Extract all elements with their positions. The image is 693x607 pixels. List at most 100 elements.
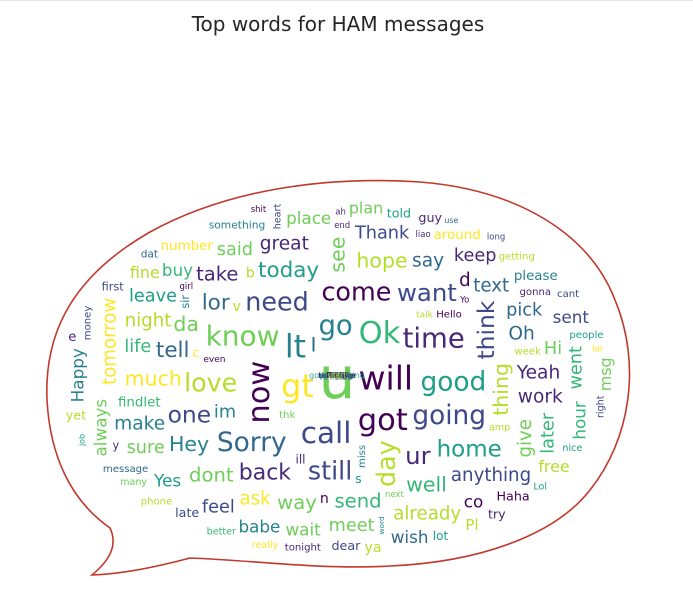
word-around: around: [434, 228, 481, 243]
word-even: even: [203, 355, 225, 365]
word-life: life: [124, 337, 151, 357]
word-yup: Yup: [329, 371, 344, 380]
word-yes: Yes: [153, 471, 181, 491]
word-finish: finish: [326, 371, 348, 380]
word-much: much: [125, 366, 182, 390]
word-heart: heart: [273, 204, 284, 230]
word-got: got: [358, 403, 408, 438]
word-mind: mind: [327, 371, 347, 380]
word-reply: reply: [327, 371, 347, 380]
word-lunch: lunch: [326, 371, 348, 380]
word-co: co: [464, 492, 484, 512]
word-right-now: right now: [318, 371, 356, 380]
word-friend: friend: [325, 371, 348, 380]
word-talk: talk: [416, 311, 434, 321]
word-go: go: [318, 310, 352, 342]
word-dont: dont: [189, 464, 234, 487]
word-think: think: [472, 300, 500, 359]
word-meeting: meeting: [320, 371, 353, 380]
word-later: later: [539, 412, 559, 454]
word-gt: gt: [281, 369, 313, 405]
word-want: want: [397, 278, 457, 307]
word-ill: ill: [295, 452, 305, 466]
word-sleep: sleep: [326, 371, 347, 380]
word-meet: meet: [329, 516, 375, 536]
word-keep: keep: [454, 246, 497, 266]
word-stop: stop: [328, 371, 345, 380]
word-feel: feel: [202, 498, 235, 518]
word-anything: anything: [451, 465, 531, 486]
word-yeah: Yeah: [516, 363, 561, 384]
word-see: see: [325, 237, 349, 273]
word-yet: yet: [66, 408, 86, 423]
chart-title: Top words for HAM messages: [191, 12, 485, 36]
word-back: back: [239, 461, 292, 486]
word-done: done: [327, 371, 347, 380]
word-pick: pick: [506, 301, 543, 321]
word-u: u: [319, 344, 356, 412]
word-shit: shit: [251, 205, 267, 215]
word-call: call: [301, 416, 352, 450]
word-thing: thing: [489, 363, 513, 416]
word-come: come: [321, 276, 391, 306]
word-went: went: [567, 346, 587, 390]
word-number: number: [161, 239, 214, 254]
word-ask: ask: [240, 489, 272, 510]
word-stuff: stuff: [328, 371, 346, 380]
word-said: said: [217, 240, 253, 260]
word-wont: wont: [327, 371, 347, 380]
word-lar: lar: [592, 345, 604, 355]
word-check: check: [325, 371, 349, 380]
word-getting: getting: [499, 251, 535, 262]
word-dear: dear: [331, 538, 361, 553]
word-fine: fine: [130, 263, 160, 282]
word-late: late: [175, 505, 199, 520]
word-anyway: anyway: [322, 371, 353, 380]
word-week: week: [514, 346, 541, 357]
word-people: people: [569, 330, 603, 341]
word-msg: msg: [596, 357, 615, 391]
word-s: s: [355, 471, 361, 486]
word-early: early: [327, 371, 347, 380]
word-thought: thought: [321, 371, 352, 380]
word-nothing: nothing: [322, 371, 353, 380]
word-make: make: [114, 413, 165, 434]
word-oh: Oh: [508, 323, 534, 344]
word-never: never: [326, 371, 350, 380]
word-nice: nice: [562, 443, 582, 454]
word-morning: morning: [320, 371, 353, 380]
word-lor: lor: [202, 291, 230, 316]
word-lol: Lol: [533, 481, 547, 492]
word-ya: ya: [365, 540, 382, 556]
word-hour: hour: [569, 401, 589, 440]
word-good: good: [421, 367, 487, 398]
word-e: e: [68, 330, 76, 345]
word-right: Right: [326, 371, 347, 380]
word-probably: probably: [319, 371, 354, 380]
word-b: b: [246, 265, 255, 281]
word-way: way: [277, 491, 317, 514]
word-always: always: [90, 399, 110, 457]
word-bit: bit: [332, 371, 342, 380]
word-now: now: [242, 361, 277, 424]
word-first: first: [102, 280, 125, 293]
word-say: say: [412, 250, 444, 271]
word-god: God: [329, 371, 345, 380]
word-guy: guy: [418, 210, 442, 225]
word-liao: liao: [416, 230, 431, 240]
word-take: take: [196, 262, 238, 285]
word-call-later: call later: [320, 371, 355, 380]
word-day: day: [371, 440, 401, 487]
word-wait: wait: [285, 520, 321, 540]
word-tonight: tonight: [285, 542, 321, 553]
word-plan: plan: [349, 199, 383, 218]
word-something: something: [209, 218, 266, 231]
word-send: send: [334, 490, 381, 513]
word-give: give: [515, 419, 536, 458]
word-thank: Thank: [354, 224, 410, 244]
word-better: better: [207, 527, 236, 538]
word-miss: miss: [357, 445, 368, 468]
word-dat: dat: [141, 248, 158, 260]
word-month: month: [324, 371, 350, 380]
word-lot: lot: [433, 529, 449, 543]
